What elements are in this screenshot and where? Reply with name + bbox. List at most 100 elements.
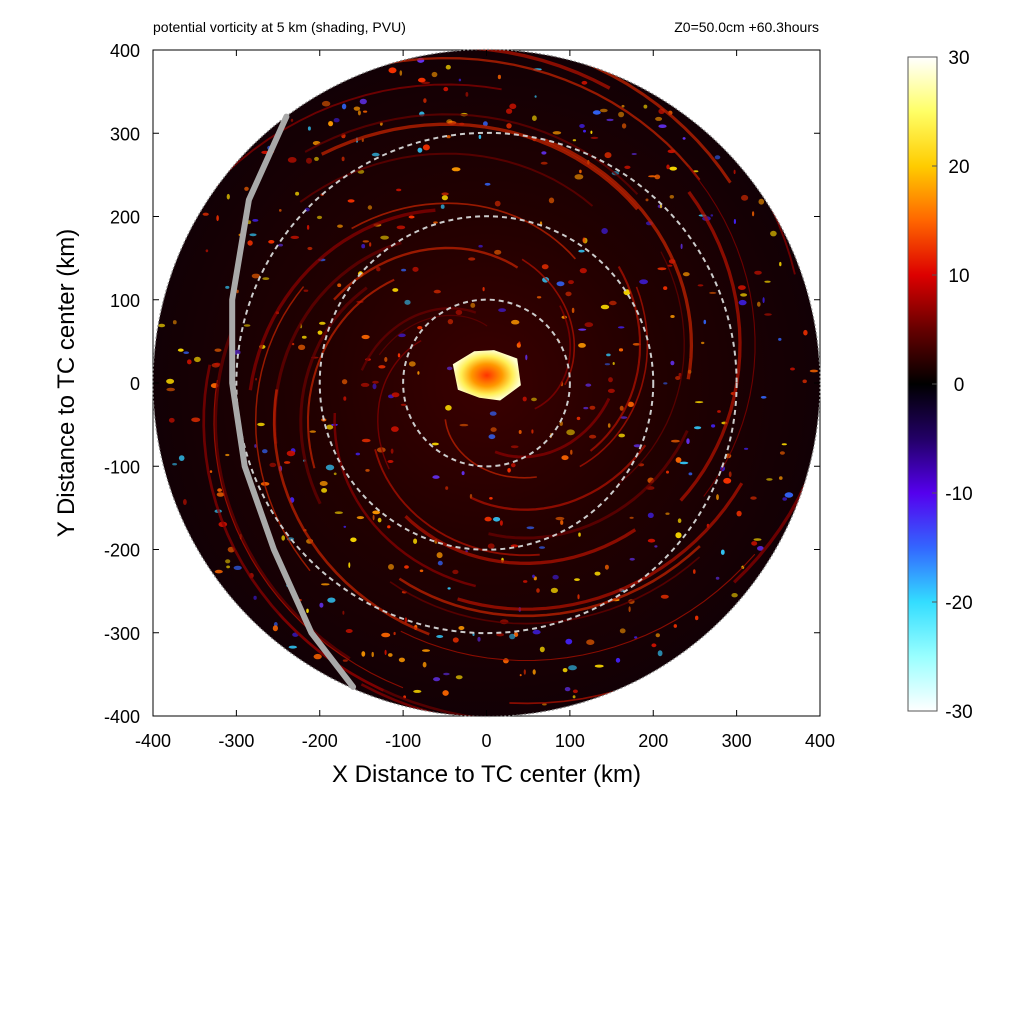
pv-speckle: [552, 574, 559, 580]
pv-speckle: [341, 156, 345, 162]
pv-speckle: [353, 106, 361, 111]
pv-speckle: [552, 131, 562, 135]
pv-speckle: [654, 545, 658, 548]
spiral-band: [679, 190, 742, 502]
pv-speckle: [655, 633, 660, 638]
pv-speckle: [784, 492, 794, 498]
pv-speckle: [594, 664, 604, 668]
pv-speckle: [717, 410, 721, 413]
pv-speckle: [600, 304, 610, 310]
spiral-band: [306, 278, 395, 469]
x-axis: -400 -300 -200 -100 0 100 200 300 400: [135, 50, 835, 751]
pv-speckle: [599, 108, 608, 113]
pv-speckle: [371, 651, 374, 658]
pv-speckle: [371, 152, 380, 157]
pv-speckle: [560, 520, 564, 525]
pv-speckle: [269, 462, 277, 468]
pv-speckle: [576, 416, 581, 421]
pv-speckle: [589, 434, 597, 439]
spiral-band: [213, 379, 404, 689]
pv-speckle: [419, 569, 424, 573]
pv-speckle: [327, 597, 336, 603]
spiral-band: [320, 122, 639, 211]
pv-speckle: [391, 426, 399, 432]
pv-speckle: [361, 651, 366, 657]
pv-speckle: [178, 455, 185, 461]
pv-speckle: [350, 537, 357, 543]
pv-speckle: [417, 147, 423, 153]
y-axis-title: Y Distance to TC center (km): [53, 229, 80, 538]
pv-speckle: [158, 323, 166, 328]
pv-speckle: [376, 267, 381, 272]
pv-speckle: [172, 463, 178, 466]
pv-speckle: [404, 299, 411, 305]
pv-speckle: [519, 674, 522, 677]
pv-speckle: [372, 380, 379, 384]
pv-speckle: [666, 164, 670, 170]
pv-speckle: [306, 225, 310, 230]
pv-speckle: [381, 632, 391, 638]
pv-speckle: [594, 571, 601, 576]
pv-speckle: [249, 233, 257, 237]
pv-speckle: [803, 329, 808, 336]
pv-speckle: [458, 78, 462, 82]
spiral-band: [374, 449, 540, 557]
pv-speckle: [278, 243, 283, 247]
pv-speckle: [337, 283, 342, 288]
pv-speckle: [758, 198, 765, 205]
pv-speckle: [455, 675, 463, 680]
pv-speckle: [348, 562, 351, 568]
pv-speckle: [494, 249, 502, 255]
pv-speckle: [750, 496, 757, 500]
y-tick-label: -200: [104, 541, 140, 561]
x-tick-label: 0: [481, 731, 491, 751]
spiral-band: [360, 307, 477, 371]
pv-speckle: [510, 544, 519, 548]
pv-core: [452, 350, 521, 401]
pv-speckle: [509, 103, 517, 110]
pv-speckle: [565, 638, 573, 645]
pv-speckle: [465, 92, 469, 97]
pv-speckle: [226, 565, 231, 569]
pv-speckle: [251, 273, 261, 279]
pv-speckle: [412, 266, 419, 272]
pv-speckle: [679, 461, 689, 465]
pv-speckle: [565, 291, 572, 297]
pv-speckle: [452, 569, 459, 575]
pv-spiral-bands: [153, 49, 820, 717]
pv-speckle: [268, 240, 275, 244]
pv-speckle: [333, 472, 337, 476]
pv-speckle: [651, 643, 657, 648]
pv-speckle: [321, 488, 328, 493]
pv-speckle: [541, 151, 547, 155]
pv-speckle: [584, 322, 594, 328]
pv-speckle: [388, 564, 394, 570]
pv-speckle: [663, 382, 668, 385]
spiral-band: [404, 514, 637, 565]
pv-speckle: [645, 198, 649, 202]
pv-speckle: [574, 174, 584, 180]
pv-speckle: [657, 650, 663, 657]
x-tick-label: -100: [385, 731, 421, 751]
pv-speckle: [214, 569, 223, 574]
pv-speckle: [317, 330, 323, 335]
pv-speckle: [631, 153, 637, 155]
pv-speckle: [499, 520, 503, 526]
pv-speckle: [291, 342, 295, 346]
pv-speckle: [343, 525, 347, 528]
pv-speckle: [387, 525, 391, 529]
pv-speckle: [572, 695, 576, 699]
pv-speckle: [321, 100, 331, 107]
pv-speckle: [468, 257, 476, 261]
pv-speckle: [710, 214, 714, 217]
pv-speckle: [621, 123, 627, 129]
pv-speckle: [733, 219, 737, 224]
pv-speckle: [443, 86, 449, 92]
track-line: [229, 113, 357, 690]
pv-speckle: [617, 326, 625, 329]
pv-speckle: [398, 657, 405, 663]
pv-speckle: [647, 512, 654, 518]
pv-speckle: [590, 130, 593, 134]
pv-speckle: [782, 497, 787, 501]
